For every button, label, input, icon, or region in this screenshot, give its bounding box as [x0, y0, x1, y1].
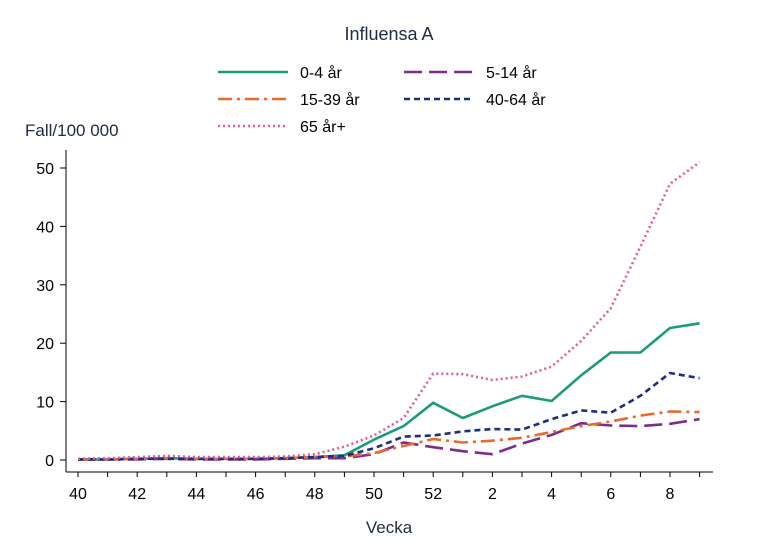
- y-tick-label: 50: [36, 161, 54, 178]
- x-tick-label: 42: [128, 486, 146, 503]
- x-tick-label: 6: [606, 486, 615, 503]
- legend-label-15-39-r: 15-39 år: [300, 91, 360, 109]
- x-tick-label: 48: [306, 486, 324, 503]
- x-tick-label: 8: [666, 486, 675, 503]
- y-tick-label: 20: [36, 336, 54, 353]
- x-tick-label: 2: [488, 486, 497, 503]
- y-tick-label: 40: [36, 219, 54, 236]
- series-line-65-rplus: [77, 161, 701, 461]
- x-axis: 40 42 44 46 48 50 52 2 4 6 8: [66, 471, 713, 503]
- x-tick-label: 46: [247, 486, 265, 503]
- series-lines: [77, 161, 701, 461]
- chart-title: Influensa A: [344, 24, 433, 44]
- y-tick-label: 10: [36, 395, 54, 412]
- x-tick-label: 50: [365, 486, 383, 503]
- legend-label-5-14-r: 5-14 år: [486, 64, 537, 82]
- x-axis-title: Vecka: [366, 518, 413, 537]
- series-line-0-4-r: [78, 322, 700, 461]
- legend-label-0-4-r: 0-4 år: [300, 64, 342, 82]
- x-tick-label: 44: [188, 486, 206, 503]
- y-axis: 0 10 20 30 40 50: [36, 150, 67, 472]
- series-line-15-39-r: [78, 410, 700, 461]
- y-tick-label: 30: [36, 278, 54, 295]
- series-line-5-14-r: [78, 417, 700, 461]
- x-tick-label: 40: [69, 486, 87, 503]
- legend-label-65-rplus: 65 år+: [300, 118, 346, 136]
- y-tick-label: 0: [45, 453, 54, 470]
- x-tick-label: 4: [547, 486, 556, 503]
- y-axis-title: Fall/100 000: [25, 121, 119, 140]
- x-tick-label: 52: [424, 486, 442, 503]
- series-line-40-64-r: [78, 371, 700, 461]
- legend: 0-4 år 5-14 år 15-39 år 40-64 år 65 år+: [218, 64, 546, 136]
- legend-label-40-64-r: 40-64 år: [486, 91, 546, 109]
